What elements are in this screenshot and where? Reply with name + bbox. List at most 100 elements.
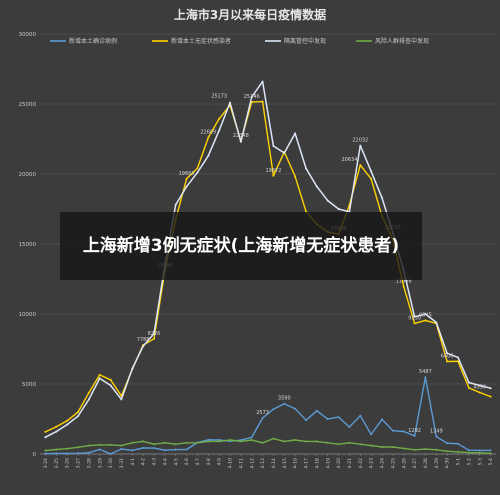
data-point (446, 360, 449, 363)
data-label: 8226 (148, 331, 161, 337)
x-tick-label: 5-1 (456, 458, 462, 466)
data-point (98, 448, 101, 451)
data-point (370, 433, 373, 436)
data-point (185, 185, 188, 188)
data-point (250, 439, 253, 441)
data-point (413, 434, 416, 437)
data-point (381, 418, 383, 421)
data-point (218, 129, 221, 132)
x-tick-label: 5-2 (466, 458, 472, 466)
x-tick-label: 5-3 (477, 458, 483, 466)
x-tick-label: 5-4 (488, 458, 494, 466)
data-point (294, 439, 297, 441)
data-point (489, 395, 492, 398)
x-tick-label: 4-28 (423, 458, 429, 469)
data-point (457, 450, 459, 453)
data-point (207, 438, 210, 441)
x-tick-label: 4-25 (390, 458, 396, 469)
data-point (218, 438, 221, 441)
x-tick-label: 4-9 (217, 458, 223, 466)
legend: 新增本土确诊病例 新增本土无症状感染者 隔离管控中发现 风险人群排查中发现 (50, 37, 429, 45)
data-point (174, 448, 177, 451)
data-point (413, 315, 416, 318)
x-axis: 3-24 3-25 3-26 3-27 3-28 3-29 3-30 3-31 4-1 4-2 4-… (40, 453, 496, 469)
y-tick-label: 30000 (19, 32, 37, 38)
data-point (435, 435, 438, 438)
data-point (424, 448, 427, 451)
x-tick-label: 4-24 (380, 458, 386, 469)
data-point (109, 452, 112, 455)
data-point (315, 440, 318, 443)
data-point (55, 430, 58, 433)
x-tick-label: 3-28 (86, 458, 92, 469)
data-point (109, 384, 112, 387)
data-point (185, 177, 188, 180)
data-point (413, 448, 416, 451)
y-tick-label: 10000 (19, 312, 37, 318)
data-point (207, 440, 210, 443)
data-point (163, 449, 166, 452)
data-label: 11956 (396, 279, 412, 285)
x-tick-label: 3-27 (76, 458, 82, 469)
data-point (87, 451, 90, 454)
data-point (446, 352, 449, 355)
data-point (218, 117, 221, 120)
data-point (467, 386, 470, 389)
data-point (142, 446, 145, 449)
data-point (272, 408, 275, 411)
data-label: 22609 (200, 129, 216, 135)
data-point (44, 436, 47, 439)
data-point (207, 154, 210, 157)
data-point (44, 430, 47, 433)
x-tick-label: 4-27 (412, 458, 418, 469)
chart-title: 上海市3月以来每日疫情数据 (174, 7, 326, 22)
data-label: 22348 (233, 133, 249, 139)
data-point (196, 171, 199, 174)
y-tick-label: 5000 (22, 382, 36, 388)
data-label: 19660 (179, 171, 195, 177)
series-line-2 (45, 100, 491, 433)
data-point (207, 136, 210, 139)
x-tick-label: 4-7 (195, 458, 201, 466)
x-tick-label: 3-25 (54, 458, 60, 469)
data-point (55, 452, 58, 455)
data-point (294, 175, 297, 178)
data-point (326, 441, 329, 444)
data-point (424, 376, 427, 379)
data-point (77, 446, 79, 449)
data-point (272, 174, 275, 177)
x-tick-label: 4-8 (206, 458, 212, 466)
data-point (337, 416, 340, 419)
data-point (457, 442, 459, 445)
data-label: 1249 (430, 429, 443, 435)
series-line-1 (45, 376, 491, 455)
data-point (109, 378, 112, 381)
data-label: 9545 (419, 312, 432, 318)
data-point (77, 411, 79, 414)
data-point (250, 436, 253, 439)
data-point (402, 430, 405, 433)
data-point (98, 377, 101, 380)
data-point (359, 144, 362, 147)
data-point (348, 426, 351, 428)
data-point (218, 440, 221, 443)
x-tick-label: 4-22 (358, 458, 364, 469)
x-tick-label: 4-11 (238, 458, 244, 469)
legend-label-1: 新增本土确诊病例 (69, 37, 117, 45)
data-point (381, 446, 383, 448)
data-point (174, 443, 177, 446)
data-point (229, 439, 231, 441)
data-point (174, 203, 177, 206)
data-point (294, 132, 297, 135)
x-tick-label: 4-3 (152, 458, 158, 466)
series-line-3 (45, 80, 491, 438)
x-tick-label: 3-29 (97, 458, 103, 469)
data-point (359, 414, 362, 417)
data-point (66, 423, 69, 426)
data-point (424, 313, 427, 315)
data-point (435, 448, 438, 451)
data-point (305, 210, 307, 213)
legend-label-3: 隔离管控中发现 (284, 37, 326, 45)
data-point (196, 167, 199, 170)
